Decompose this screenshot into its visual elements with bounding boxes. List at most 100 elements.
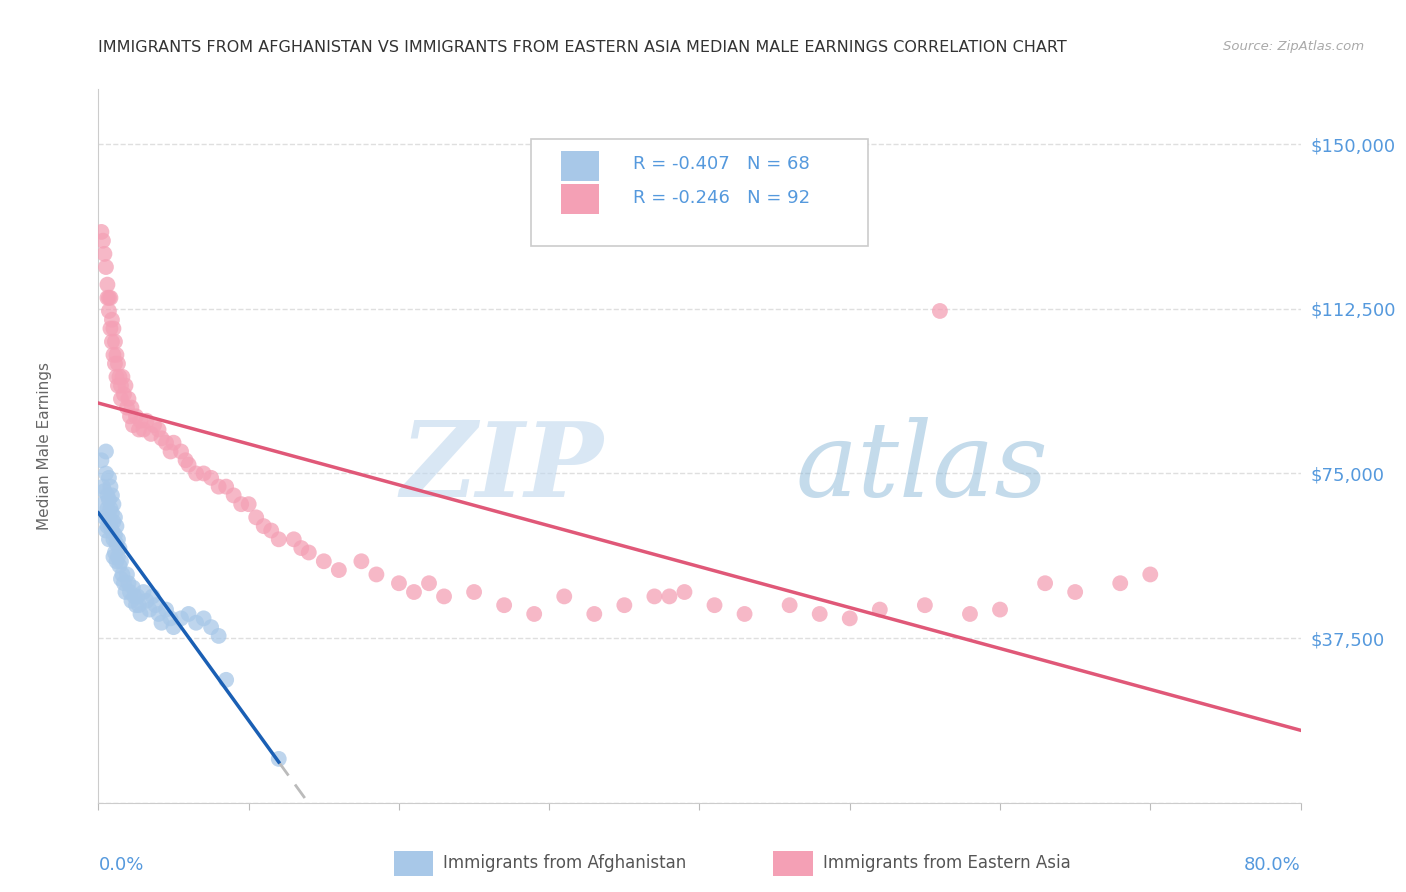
Point xyxy=(148,423,170,437)
Point xyxy=(613,598,636,612)
Point xyxy=(914,598,936,612)
Point xyxy=(105,519,128,533)
Point xyxy=(553,590,575,604)
Point xyxy=(200,620,222,634)
Point xyxy=(290,541,312,555)
Point xyxy=(135,594,157,608)
Point xyxy=(103,497,125,511)
FancyBboxPatch shape xyxy=(561,184,599,214)
Point xyxy=(215,480,238,494)
Point xyxy=(97,533,120,547)
Point xyxy=(184,615,207,630)
Point xyxy=(105,537,128,551)
Point xyxy=(100,480,122,494)
Point xyxy=(734,607,756,621)
Point xyxy=(100,291,122,305)
Point xyxy=(104,528,127,542)
Point xyxy=(779,598,801,612)
Point xyxy=(104,510,127,524)
Point xyxy=(267,752,290,766)
Point xyxy=(97,291,120,305)
Point xyxy=(110,572,132,586)
Text: R = -0.407   N = 68: R = -0.407 N = 68 xyxy=(633,155,810,173)
Point xyxy=(208,480,231,494)
Point xyxy=(121,594,143,608)
Point xyxy=(184,467,207,481)
Point xyxy=(93,510,115,524)
Point xyxy=(433,590,456,604)
Point xyxy=(107,378,129,392)
Point xyxy=(108,558,131,573)
Text: ZIP: ZIP xyxy=(401,417,603,518)
Point xyxy=(260,524,283,538)
Point xyxy=(104,357,127,371)
Point xyxy=(128,598,150,612)
Point xyxy=(117,576,139,591)
Point xyxy=(127,590,149,604)
Point xyxy=(94,260,117,274)
Point xyxy=(283,533,305,547)
Point xyxy=(673,585,696,599)
Point xyxy=(366,567,388,582)
Point xyxy=(96,501,118,516)
Point xyxy=(463,585,485,599)
Point xyxy=(104,334,127,349)
Text: Median Male Earnings: Median Male Earnings xyxy=(37,362,52,530)
Point xyxy=(253,519,276,533)
Point xyxy=(121,401,143,415)
Point xyxy=(583,607,606,621)
Point xyxy=(155,602,177,616)
Point xyxy=(94,524,117,538)
Point xyxy=(110,378,132,392)
Point xyxy=(94,444,117,458)
Point xyxy=(110,392,132,406)
Point xyxy=(402,585,425,599)
Point xyxy=(101,524,124,538)
Point xyxy=(96,291,118,305)
Point xyxy=(125,598,148,612)
Point xyxy=(245,510,267,524)
Point xyxy=(312,554,335,568)
Point xyxy=(108,369,131,384)
Point xyxy=(808,607,831,621)
Point xyxy=(132,423,155,437)
Point xyxy=(101,334,124,349)
Point xyxy=(110,554,132,568)
Point xyxy=(238,497,260,511)
Point xyxy=(103,348,125,362)
Point xyxy=(114,378,136,392)
Point xyxy=(103,321,125,335)
Point xyxy=(93,247,115,261)
Text: IMMIGRANTS FROM AFGHANISTAN VS IMMIGRANTS FROM EASTERN ASIA MEDIAN MALE EARNINGS: IMMIGRANTS FROM AFGHANISTAN VS IMMIGRANT… xyxy=(98,40,1067,55)
Text: R = -0.246   N = 92: R = -0.246 N = 92 xyxy=(633,189,810,207)
Point xyxy=(100,519,122,533)
Point xyxy=(193,467,215,481)
Point xyxy=(350,554,373,568)
Point xyxy=(298,545,321,559)
Point xyxy=(143,418,166,433)
Point xyxy=(104,545,127,559)
FancyBboxPatch shape xyxy=(561,151,599,180)
Point xyxy=(96,488,118,502)
Point xyxy=(129,414,152,428)
Point xyxy=(1139,567,1161,582)
Point xyxy=(107,533,129,547)
Point xyxy=(222,488,245,502)
Point xyxy=(523,607,546,621)
FancyBboxPatch shape xyxy=(531,139,868,246)
Point xyxy=(91,234,114,248)
Point xyxy=(150,615,173,630)
Point xyxy=(97,492,120,507)
Point xyxy=(114,585,136,599)
Text: atlas: atlas xyxy=(796,417,1049,518)
Point xyxy=(200,471,222,485)
Point xyxy=(90,225,112,239)
Point xyxy=(1109,576,1132,591)
Text: 80.0%: 80.0% xyxy=(1244,856,1301,874)
Point xyxy=(328,563,350,577)
Point xyxy=(170,444,193,458)
Point xyxy=(159,611,181,625)
Point xyxy=(90,453,112,467)
Text: Immigrants from Afghanistan: Immigrants from Afghanistan xyxy=(443,855,686,872)
Point xyxy=(658,590,681,604)
